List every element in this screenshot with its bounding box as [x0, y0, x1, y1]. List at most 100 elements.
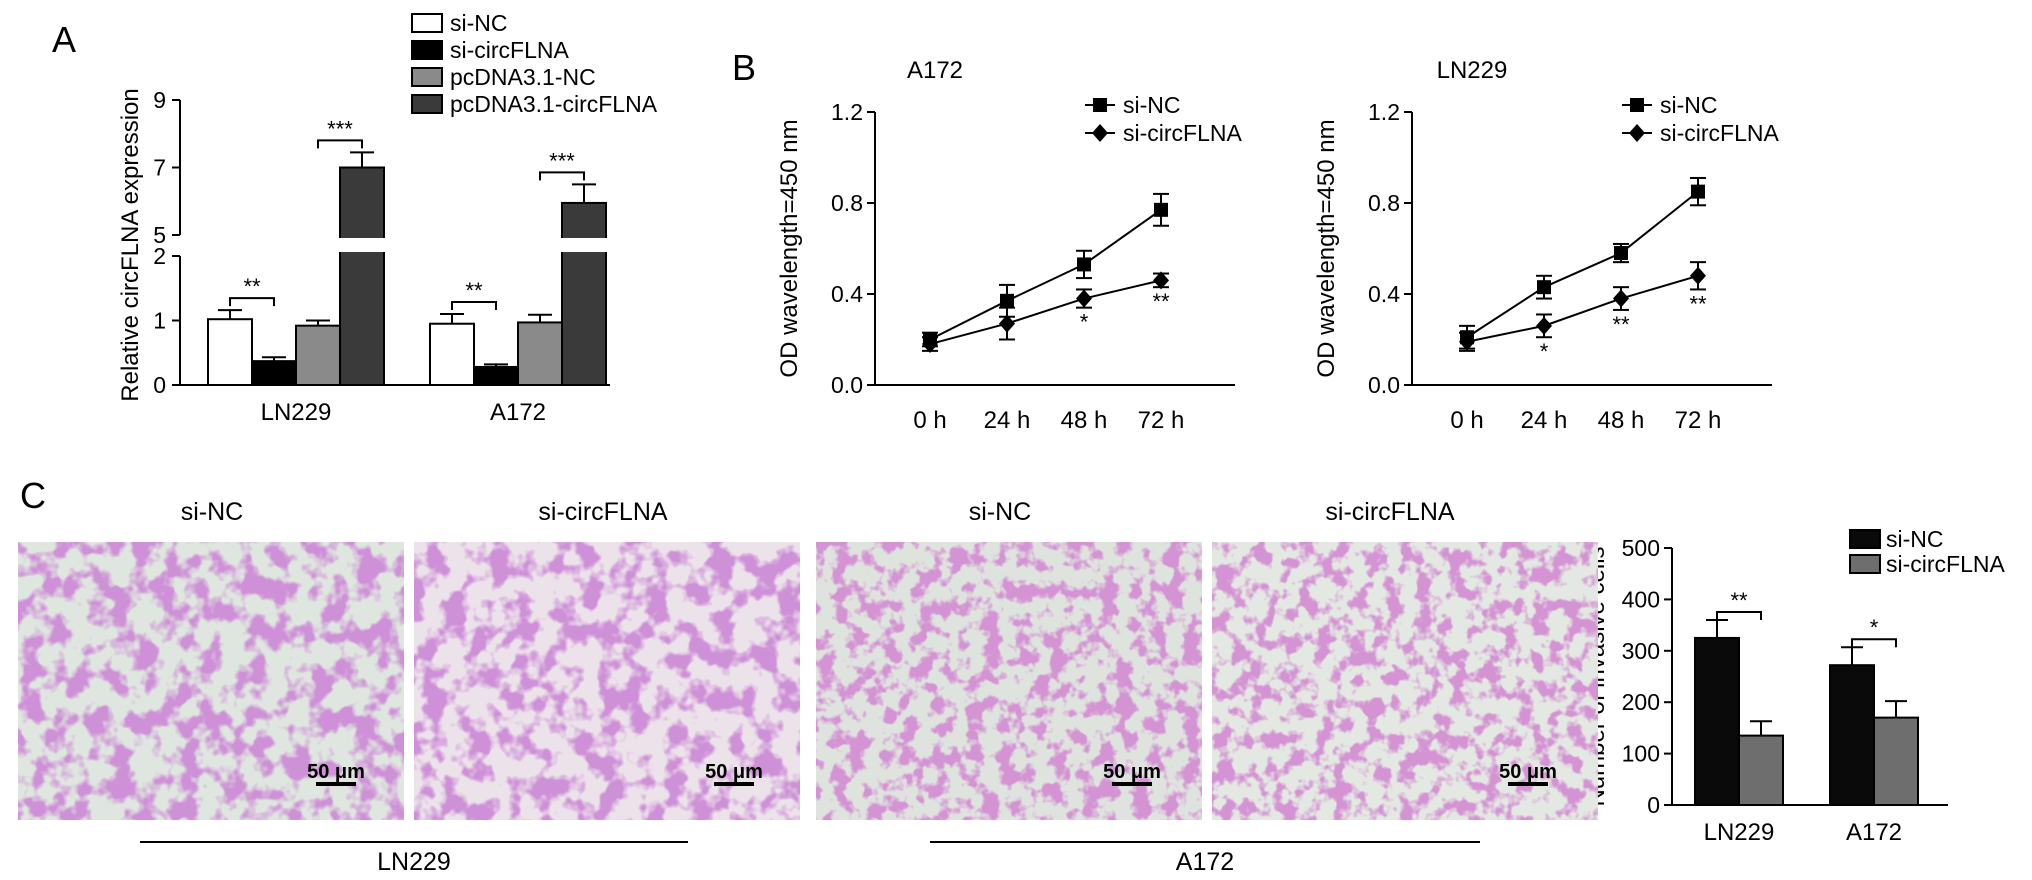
significance-bracket: [229, 297, 275, 307]
scale-bar-label-4: 50 μm: [1499, 761, 1557, 783]
legend-marker-si-circflna: [1629, 124, 1645, 142]
point-si-circflna: [922, 335, 938, 354]
significance-label: **: [465, 278, 483, 303]
x-tick-label: 0 h: [1450, 407, 1483, 434]
legend-label-si-circflna: si-circFLNA: [1660, 120, 1779, 146]
x-tick-label: 24 h: [984, 407, 1031, 434]
bar-a172-si-circflna: [1873, 716, 1919, 806]
y-tick-label: 5: [153, 222, 166, 248]
chart-title: A172: [907, 57, 963, 84]
y-tick-label: 1: [153, 308, 166, 334]
legend-swatch-si-circflna: [411, 40, 443, 60]
legend-swatch-si-nc: [411, 13, 443, 33]
legend-swatch-si-circflna: [1849, 554, 1881, 574]
bar-ln229-si-circflna: [1738, 734, 1784, 806]
point-si-nc: [1691, 184, 1705, 199]
legend-swatch-pcdna3-1-nc: [411, 67, 443, 87]
bar-ln229-pcdna3-1-nc: [295, 324, 341, 387]
y-axis-title: OD wavelength=450 nm: [1313, 119, 1340, 377]
legend-marker-si-nc: [1093, 98, 1107, 112]
micrograph-1: 50 μm: [18, 542, 404, 820]
panel-letter-c: C: [20, 475, 46, 516]
legend-marker-si-circflna: [1092, 124, 1108, 142]
panel-letter-b: B: [732, 47, 756, 88]
bar-a172-pcdna3-1-circflna: [561, 201, 607, 386]
significance-label: **: [243, 274, 261, 299]
y-tick-label: 1.2: [831, 99, 863, 125]
legend-label-pcdna3-1-nc: pcDNA3.1-NC: [450, 64, 596, 90]
significance-bracket: [1851, 638, 1897, 648]
chart-a-relative-expression: 0 1 25 7 9 Relative circFLNA expression LN229 A…: [117, 10, 658, 426]
y-tick-label: 0.8: [831, 190, 863, 216]
y-tick-label: 0: [153, 372, 166, 398]
significance-bracket: [1716, 610, 1762, 620]
legend-marker-si-nc: [1630, 98, 1644, 112]
y-tick-label: 100: [1622, 741, 1660, 767]
significance-bracket: [451, 301, 497, 311]
point-si-circflna: [1459, 332, 1475, 351]
bar-ln229-si-nc: [207, 318, 253, 386]
y-tick-label: 0.4: [831, 281, 863, 307]
point-si-nc: [1000, 293, 1014, 308]
micrograph-label-3: si-NC: [969, 498, 1032, 526]
significance-label: **: [1689, 291, 1707, 316]
significance-bracket: [317, 139, 363, 149]
x-tick-label: 24 h: [1521, 407, 1568, 434]
y-tick-label: 2: [153, 243, 166, 269]
point-si-circflna: [1613, 289, 1629, 308]
bar-a172-si-circflna: [473, 365, 519, 387]
point-si-circflna: [1153, 271, 1169, 290]
significance-label: *: [1540, 339, 1549, 364]
legend-label-si-nc: si-NC: [1123, 92, 1181, 118]
y-tick-label: 0.0: [1368, 372, 1400, 398]
axis-break-gap: [339, 238, 385, 252]
y-axis-title: OD wavelength=450 nm: [776, 119, 803, 377]
chart-b-ln229-od: 0.0 0.4 0.8 1.2 0 h 24 h 48 h 72 h OD wavelength…: [1313, 57, 1779, 434]
x-tick-label: 0 h: [913, 407, 946, 434]
y-tick-label: 0.0: [831, 372, 863, 398]
group-label-ln229: LN229: [377, 848, 451, 876]
point-si-circflna: [999, 314, 1015, 333]
y-tick-label: 500: [1622, 535, 1660, 561]
axis-break-gap: [170, 238, 190, 252]
scale-bar-label-2: 50 μm: [705, 761, 763, 783]
axis-break-gap: [561, 238, 607, 252]
chart-title: LN229: [1437, 57, 1508, 84]
x-tick-label: 48 h: [1061, 407, 1108, 434]
y-tick-label: 0.8: [1368, 190, 1400, 216]
point-si-nc: [1077, 257, 1091, 272]
micrograph-label-2: si-circFLNA: [538, 498, 667, 526]
bar-ln229-pcdna3-1-circflna: [339, 166, 385, 386]
panel-letter-a: A: [52, 19, 76, 60]
x-tick-label-ln229: LN229: [261, 399, 332, 426]
micrograph-4: 50 μm: [1212, 542, 1598, 820]
micrograph-label-1: si-NC: [181, 498, 244, 526]
micrograph-label-4: si-circFLNA: [1325, 498, 1454, 526]
line-si-circflna: [1466, 274, 1699, 343]
y-tick-label: 0.4: [1368, 281, 1400, 307]
x-tick-label-a172: A172: [1846, 819, 1902, 846]
point-si-circflna: [1076, 289, 1092, 308]
bar-ln229-si-circflna: [251, 360, 297, 387]
y-axis-title: Relative circFLNA expression: [117, 88, 144, 401]
significance-label: **: [1612, 312, 1630, 337]
x-tick-label-a172: A172: [490, 399, 546, 426]
chart-c-invasive-cells: 0100200300400500Number of invasive cells…: [1583, 526, 2005, 846]
significance-label: **: [1730, 588, 1748, 613]
point-si-nc: [1537, 280, 1551, 295]
y-tick-label: 400: [1622, 586, 1660, 612]
legend-label-pcdna3-1-circflna: pcDNA3.1-circFLNA: [450, 91, 658, 117]
x-tick-label: 72 h: [1138, 407, 1185, 434]
bar-a172-si-nc: [1829, 664, 1875, 807]
y-tick-label: 300: [1622, 638, 1660, 664]
x-tick-label-ln229: LN229: [1704, 819, 1775, 846]
line-si-nc: [1466, 190, 1699, 339]
y-tick-label: 200: [1622, 689, 1660, 715]
point-si-nc: [1154, 202, 1168, 217]
significance-label: *: [1080, 310, 1089, 335]
point-si-circflna: [1690, 266, 1706, 285]
y-tick-label: 1.2: [1368, 99, 1400, 125]
y-tick-label: 9: [153, 87, 166, 113]
legend-swatch-pcdna3-1-circflna: [411, 94, 443, 114]
